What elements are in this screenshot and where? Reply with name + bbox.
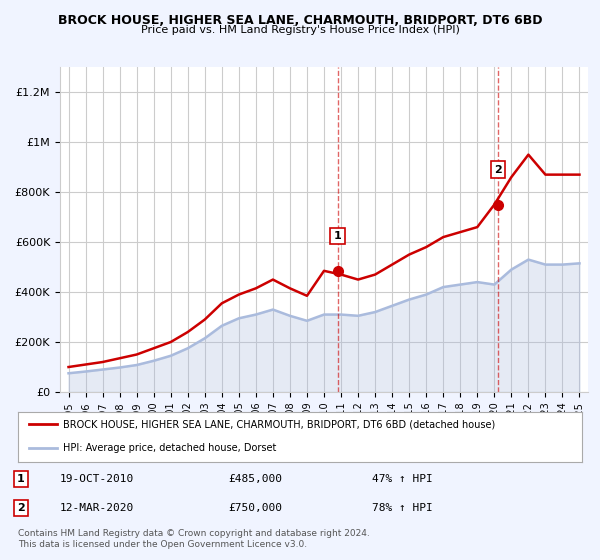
Text: 2: 2 — [494, 165, 502, 175]
Text: BROCK HOUSE, HIGHER SEA LANE, CHARMOUTH, BRIDPORT, DT6 6BD: BROCK HOUSE, HIGHER SEA LANE, CHARMOUTH,… — [58, 14, 542, 27]
Text: 2: 2 — [17, 503, 25, 513]
Text: £485,000: £485,000 — [228, 474, 282, 484]
Text: 19-OCT-2010: 19-OCT-2010 — [60, 474, 134, 484]
Text: £750,000: £750,000 — [228, 503, 282, 513]
Text: 1: 1 — [17, 474, 25, 484]
Text: Price paid vs. HM Land Registry's House Price Index (HPI): Price paid vs. HM Land Registry's House … — [140, 25, 460, 35]
Text: 1: 1 — [334, 231, 341, 241]
Text: 47% ↑ HPI: 47% ↑ HPI — [372, 474, 433, 484]
Text: 78% ↑ HPI: 78% ↑ HPI — [372, 503, 433, 513]
Text: HPI: Average price, detached house, Dorset: HPI: Average price, detached house, Dors… — [63, 443, 277, 453]
Text: BROCK HOUSE, HIGHER SEA LANE, CHARMOUTH, BRIDPORT, DT6 6BD (detached house): BROCK HOUSE, HIGHER SEA LANE, CHARMOUTH,… — [63, 419, 496, 429]
Text: 12-MAR-2020: 12-MAR-2020 — [60, 503, 134, 513]
Text: Contains HM Land Registry data © Crown copyright and database right 2024.
This d: Contains HM Land Registry data © Crown c… — [18, 529, 370, 549]
